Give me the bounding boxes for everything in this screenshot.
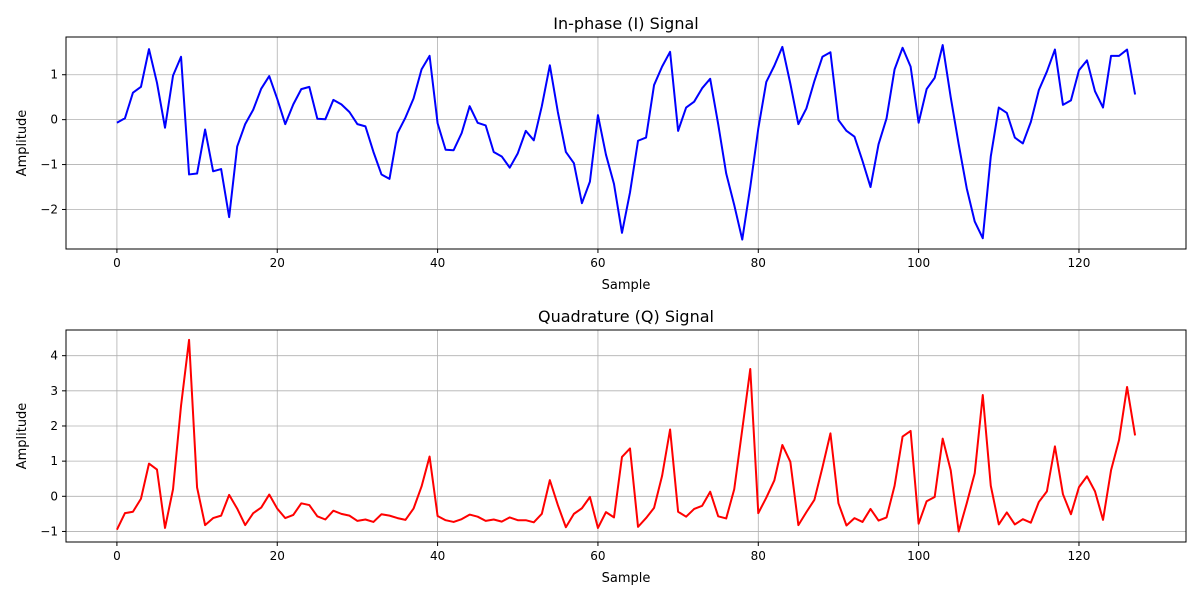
x-tick-label: 0 xyxy=(113,256,121,270)
x-tick-label: 80 xyxy=(751,256,766,270)
plot-frame xyxy=(65,36,1187,250)
y-tick-label: 0 xyxy=(50,489,58,503)
x-tick-label: 20 xyxy=(270,256,285,270)
y-tick-label: 1 xyxy=(50,454,58,468)
y-axis-label: Amplitude xyxy=(15,403,30,470)
plot-frame xyxy=(65,329,1187,543)
chart-title: In-phase (I) Signal xyxy=(553,14,698,33)
y-tick-label: 1 xyxy=(50,68,58,82)
y-tick-label: 3 xyxy=(50,384,58,398)
y-tick-label: 0 xyxy=(50,113,58,127)
x-tick-label: 0 xyxy=(113,549,121,563)
y-tick-label: −1 xyxy=(40,524,58,538)
x-tick-label: 20 xyxy=(270,549,285,563)
x-tick-label: 120 xyxy=(1068,549,1091,563)
chart-panel-1: 0 20 40 60 80 100 120 −2 −1 0 1 In-phase (I) Signal… xyxy=(15,14,1187,293)
y-tick-label: 4 xyxy=(50,349,58,363)
x-axis-label: Sample xyxy=(602,571,651,586)
x-tick-label: 100 xyxy=(907,549,930,563)
x-tick-label: 60 xyxy=(590,256,605,270)
x-tick-label: 40 xyxy=(430,549,445,563)
x-tick-label: 100 xyxy=(907,256,930,270)
x-tick-label: 40 xyxy=(430,256,445,270)
y-tick-label: −2 xyxy=(40,202,58,216)
y-tick-label: −1 xyxy=(40,158,58,172)
series-line xyxy=(116,338,1137,533)
x-tick-label: 60 xyxy=(590,549,605,563)
x-tick-label: 80 xyxy=(751,549,766,563)
y-tick-label: 2 xyxy=(50,419,58,433)
y-axis-label: Amplitude xyxy=(15,110,30,177)
series-line xyxy=(116,44,1137,241)
chart-panel-2: 0 20 40 60 80 100 120 −1 0 1 2 3 4 Quadrature (Q) Sig… xyxy=(15,307,1187,586)
x-axis-label: Sample xyxy=(602,278,651,293)
chart-title: Quadrature (Q) Signal xyxy=(538,307,714,326)
x-tick-label: 120 xyxy=(1068,256,1091,270)
